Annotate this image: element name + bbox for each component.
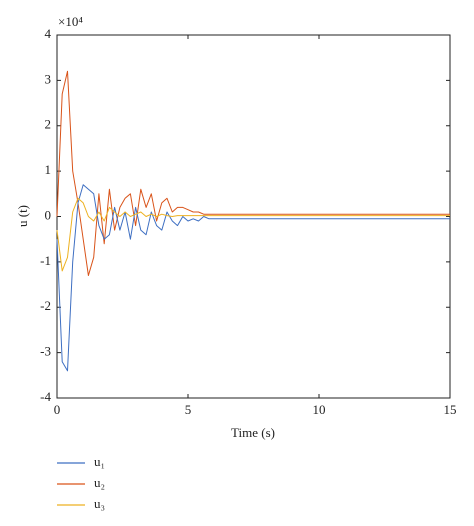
y-tick-label: 1	[45, 162, 52, 177]
series-line	[56, 184, 450, 372]
y-tick-label: 3	[45, 71, 52, 86]
y-tick-label: -3	[40, 344, 51, 359]
y-tick-label: -1	[40, 253, 51, 268]
series-line	[56, 197, 450, 272]
x-axis-label: Time (s)	[231, 425, 275, 440]
y-tick-label: 0	[45, 207, 52, 222]
y-exponent: ×10⁴	[58, 14, 83, 29]
legend-label: u₂	[94, 475, 105, 490]
series-line	[56, 70, 450, 276]
legend-label: u₁	[94, 454, 105, 469]
x-tick-label: 10	[313, 402, 326, 417]
y-tick-label: 4	[45, 26, 52, 41]
x-tick-label: 5	[185, 402, 192, 417]
x-tick-label: 15	[444, 402, 457, 417]
y-tick-label: -4	[40, 389, 51, 404]
y-tick-label: -2	[40, 298, 51, 313]
y-tick-label: 2	[45, 117, 52, 132]
legend-label: u₃	[94, 496, 105, 511]
plot-frame	[56, 34, 451, 399]
x-tick-label: 0	[54, 402, 61, 417]
y-axis-label: u (t)	[15, 205, 30, 227]
